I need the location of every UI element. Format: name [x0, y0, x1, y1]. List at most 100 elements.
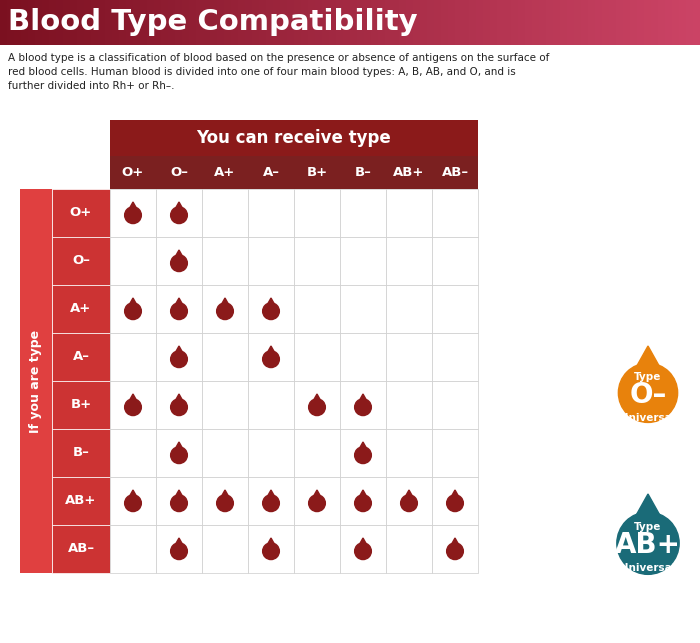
Text: A–: A–	[73, 350, 90, 363]
FancyBboxPatch shape	[202, 525, 248, 573]
Circle shape	[309, 495, 326, 512]
Circle shape	[618, 363, 678, 422]
FancyBboxPatch shape	[156, 429, 202, 477]
Circle shape	[216, 495, 233, 512]
FancyBboxPatch shape	[273, 0, 280, 45]
FancyBboxPatch shape	[248, 333, 294, 381]
FancyBboxPatch shape	[686, 0, 693, 45]
FancyBboxPatch shape	[175, 0, 182, 45]
Text: Recipient: Recipient	[620, 575, 676, 585]
FancyBboxPatch shape	[294, 285, 340, 333]
Polygon shape	[172, 490, 186, 502]
FancyBboxPatch shape	[119, 0, 126, 45]
FancyBboxPatch shape	[637, 0, 644, 45]
Polygon shape	[356, 442, 370, 454]
Circle shape	[171, 255, 188, 271]
FancyBboxPatch shape	[476, 0, 483, 45]
FancyBboxPatch shape	[259, 0, 266, 45]
FancyBboxPatch shape	[238, 0, 245, 45]
FancyBboxPatch shape	[385, 0, 392, 45]
FancyBboxPatch shape	[161, 0, 168, 45]
FancyBboxPatch shape	[483, 0, 490, 45]
FancyBboxPatch shape	[420, 0, 427, 45]
Circle shape	[125, 495, 141, 512]
FancyBboxPatch shape	[49, 0, 56, 45]
Polygon shape	[448, 490, 462, 502]
FancyBboxPatch shape	[156, 285, 202, 333]
FancyBboxPatch shape	[63, 0, 70, 45]
Text: B+: B+	[71, 399, 92, 412]
FancyBboxPatch shape	[248, 477, 294, 525]
FancyBboxPatch shape	[20, 189, 52, 573]
FancyBboxPatch shape	[280, 0, 287, 45]
Polygon shape	[172, 202, 186, 214]
FancyBboxPatch shape	[553, 0, 560, 45]
FancyBboxPatch shape	[248, 429, 294, 477]
FancyBboxPatch shape	[469, 0, 476, 45]
FancyBboxPatch shape	[202, 237, 248, 285]
Polygon shape	[172, 442, 186, 454]
FancyBboxPatch shape	[133, 0, 140, 45]
FancyBboxPatch shape	[245, 0, 252, 45]
Circle shape	[355, 447, 372, 464]
FancyBboxPatch shape	[105, 0, 112, 45]
FancyBboxPatch shape	[651, 0, 658, 45]
Text: Universal: Universal	[620, 563, 676, 573]
FancyBboxPatch shape	[581, 0, 588, 45]
FancyBboxPatch shape	[532, 0, 539, 45]
Polygon shape	[402, 490, 416, 502]
Polygon shape	[356, 490, 370, 502]
Circle shape	[171, 543, 188, 559]
FancyBboxPatch shape	[217, 0, 224, 45]
Polygon shape	[172, 250, 186, 262]
FancyBboxPatch shape	[28, 0, 35, 45]
FancyBboxPatch shape	[98, 0, 105, 45]
FancyBboxPatch shape	[350, 0, 357, 45]
FancyBboxPatch shape	[386, 429, 432, 477]
FancyBboxPatch shape	[616, 0, 623, 45]
FancyBboxPatch shape	[432, 237, 478, 285]
Circle shape	[355, 543, 372, 559]
Circle shape	[447, 495, 463, 512]
Circle shape	[171, 447, 188, 464]
Polygon shape	[126, 202, 140, 214]
FancyBboxPatch shape	[248, 237, 294, 285]
Text: AB+: AB+	[65, 494, 97, 507]
Text: A+: A+	[214, 166, 236, 179]
FancyBboxPatch shape	[455, 0, 462, 45]
FancyBboxPatch shape	[386, 333, 432, 381]
FancyBboxPatch shape	[340, 285, 386, 333]
Circle shape	[262, 495, 279, 512]
FancyBboxPatch shape	[202, 477, 248, 525]
Text: O+: O+	[70, 206, 92, 219]
FancyBboxPatch shape	[432, 477, 478, 525]
Text: Blood Type Compatibility: Blood Type Compatibility	[8, 8, 418, 37]
FancyBboxPatch shape	[386, 525, 432, 573]
Circle shape	[262, 303, 279, 320]
FancyBboxPatch shape	[203, 0, 210, 45]
FancyBboxPatch shape	[294, 0, 301, 45]
Text: Donor: Donor	[630, 424, 666, 435]
FancyBboxPatch shape	[644, 0, 651, 45]
FancyBboxPatch shape	[602, 0, 609, 45]
Polygon shape	[356, 394, 370, 406]
FancyBboxPatch shape	[52, 237, 110, 285]
FancyBboxPatch shape	[126, 0, 133, 45]
Circle shape	[125, 207, 141, 224]
FancyBboxPatch shape	[340, 525, 386, 573]
Polygon shape	[356, 538, 370, 550]
FancyBboxPatch shape	[210, 0, 217, 45]
FancyBboxPatch shape	[294, 381, 340, 429]
FancyBboxPatch shape	[52, 525, 110, 573]
FancyBboxPatch shape	[110, 285, 156, 333]
Polygon shape	[265, 490, 278, 502]
FancyBboxPatch shape	[156, 381, 202, 429]
Circle shape	[125, 303, 141, 320]
FancyBboxPatch shape	[110, 189, 156, 237]
FancyBboxPatch shape	[248, 189, 294, 237]
Circle shape	[355, 495, 372, 512]
Circle shape	[216, 303, 233, 320]
FancyBboxPatch shape	[413, 0, 420, 45]
FancyBboxPatch shape	[322, 0, 329, 45]
Polygon shape	[126, 394, 140, 406]
